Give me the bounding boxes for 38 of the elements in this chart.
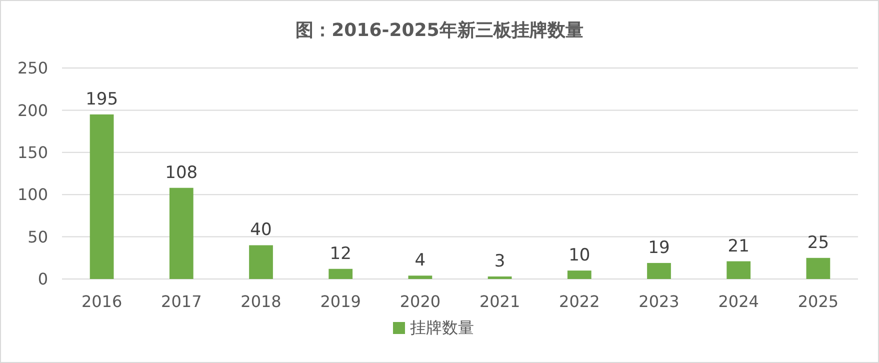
data-label: 19 — [648, 238, 670, 258]
x-tick-label: 2019 — [320, 292, 361, 311]
bar — [328, 268, 353, 279]
bar — [90, 114, 114, 279]
y-tick-label: 50 — [28, 227, 48, 246]
y-tick-label: 150 — [17, 143, 48, 162]
bar — [408, 276, 432, 279]
bar — [488, 276, 512, 279]
data-label: 4 — [414, 250, 426, 271]
legend-label: 挂牌数量 — [410, 318, 474, 337]
data-label: 25 — [807, 232, 830, 253]
y-tick-label: 0 — [38, 270, 48, 289]
x-tick-label: 2025 — [798, 292, 839, 311]
data-label: 40 — [250, 220, 272, 240]
bar — [726, 261, 751, 279]
data-label: 195 — [86, 89, 118, 110]
bar — [806, 258, 830, 279]
data-label: 21 — [728, 236, 750, 256]
data-label: 108 — [165, 162, 198, 183]
x-tick-label: 2023 — [638, 292, 680, 311]
bar — [567, 270, 592, 279]
chart-title: 图：2016-2025年新三板挂牌数量 — [296, 20, 584, 41]
x-tick-label: 2022 — [559, 292, 600, 311]
data-label: 12 — [330, 244, 352, 264]
x-tick-label: 2016 — [81, 292, 122, 311]
x-tick-label: 2017 — [161, 292, 202, 311]
x-tick-label: 2024 — [718, 292, 759, 311]
x-tick-label: 2018 — [240, 292, 282, 311]
y-tick-label: 200 — [17, 100, 48, 120]
data-label: 3 — [494, 251, 506, 272]
x-tick-label: 2021 — [479, 292, 520, 311]
y-tick-label: 100 — [17, 185, 48, 204]
bar — [249, 245, 273, 279]
bar — [169, 188, 194, 279]
y-tick-label: 250 — [17, 58, 48, 78]
x-tick-label: 2020 — [400, 292, 441, 311]
data-label: 10 — [568, 246, 590, 266]
bar — [647, 262, 671, 279]
